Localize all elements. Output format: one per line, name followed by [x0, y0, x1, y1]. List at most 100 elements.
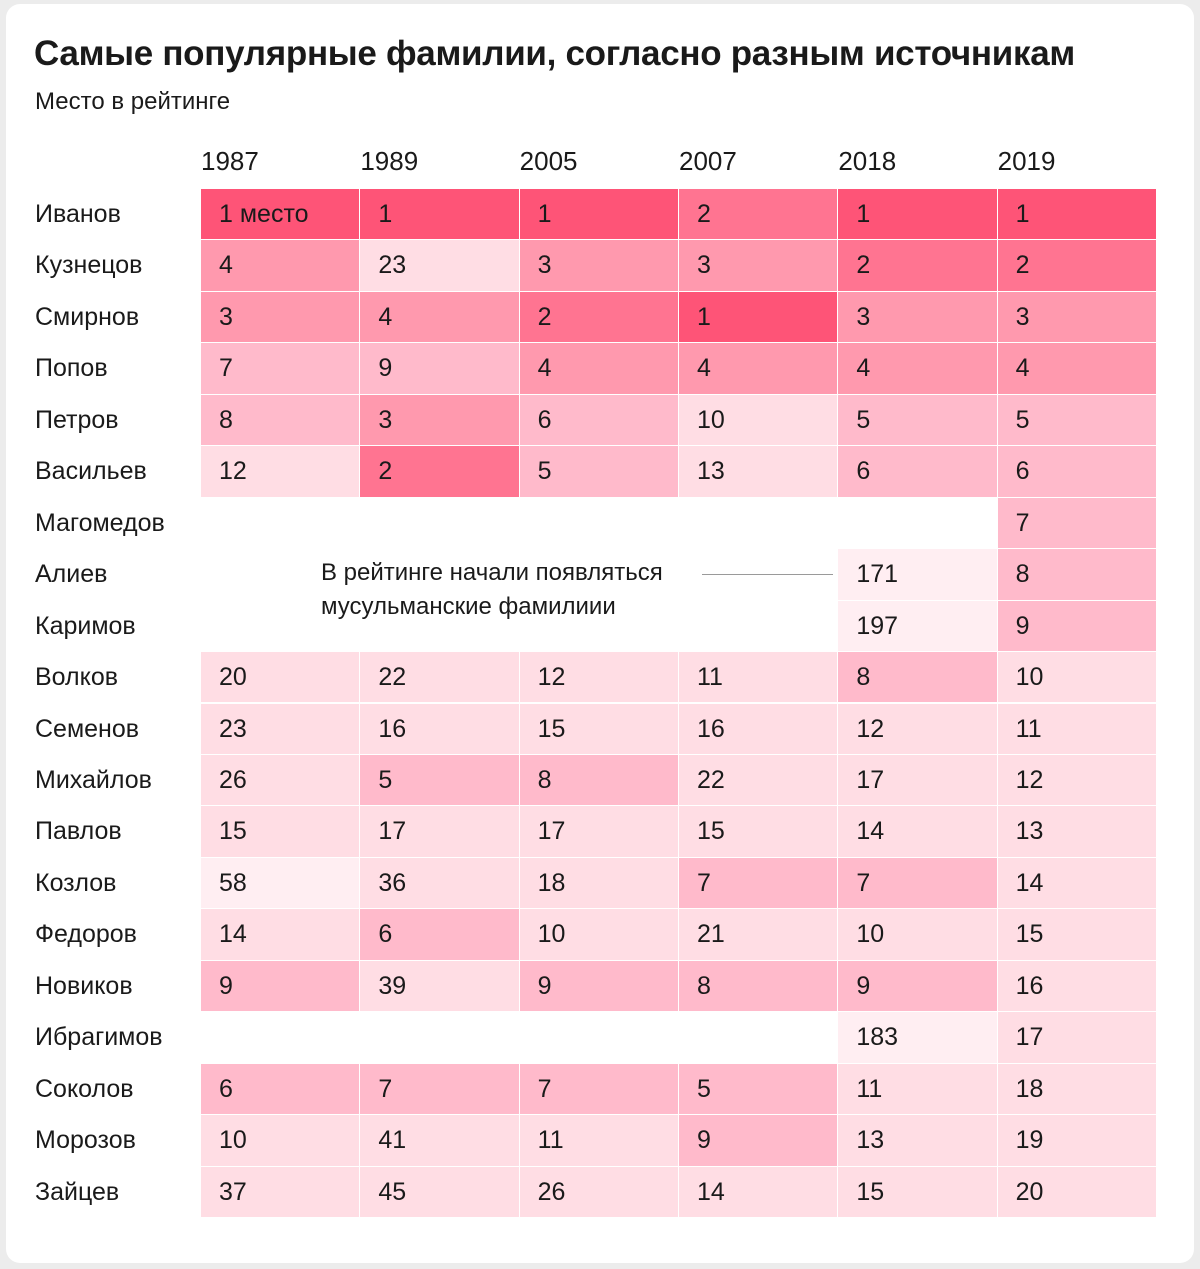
heatmap-cell: 22: [360, 652, 519, 703]
heatmap-cell: 5: [678, 1063, 838, 1115]
annotation-leader-line: [702, 574, 833, 575]
heatmap-cell: 17: [519, 806, 678, 857]
heatmap-cell: 12: [519, 652, 678, 703]
heatmap-cell: 15: [201, 806, 360, 857]
heatmap-cell: 12: [201, 446, 360, 497]
annotation-text: В рейтинге начали появляться мусульманск…: [321, 556, 663, 624]
heatmap-cell: 4: [678, 343, 838, 394]
row-label: Михайлов: [35, 765, 152, 794]
heatmap-cell: 5: [838, 394, 997, 446]
heatmap-cell: 14: [201, 909, 360, 960]
heatmap-cell: 14: [678, 1166, 838, 1217]
heatmap-cell: 18: [997, 1063, 1156, 1115]
heatmap-cell: 3: [678, 240, 838, 291]
row-label: Волков: [35, 663, 119, 692]
heatmap-cell: 1: [678, 291, 838, 343]
heatmap-cell: 9: [360, 343, 519, 394]
heatmap-cell: 7: [201, 343, 360, 394]
heatmap-cell: 11: [997, 703, 1156, 754]
heatmap-cell: 22: [678, 754, 838, 806]
heatmap-cell: 11: [678, 652, 838, 703]
heatmap-cell: 58: [201, 857, 360, 909]
row-label: Попов: [35, 354, 108, 383]
heatmap-cell: 9: [997, 600, 1156, 652]
heatmap-cell: 39: [360, 960, 519, 1012]
row-label: Смирнов: [35, 302, 140, 331]
heatmap-cell: 26: [519, 1166, 678, 1217]
heatmap-cell: 15: [678, 806, 838, 857]
row-label: Магомедов: [35, 508, 165, 537]
heatmap-cell: 10: [678, 394, 838, 446]
row-label: Павлов: [35, 817, 122, 846]
heatmap-cell: 3: [997, 291, 1156, 343]
heatmap-cell: 5: [360, 754, 519, 806]
heatmap-cell: 45: [360, 1166, 519, 1217]
heatmap-cell: 171: [838, 549, 997, 600]
heatmap-cell: 23: [201, 703, 360, 754]
chart-subtitle: Место в рейтинге: [35, 88, 231, 115]
heatmap-cell: 15: [838, 1166, 997, 1217]
heatmap-cell: 10: [997, 652, 1156, 703]
heatmap-cell: 4: [360, 291, 519, 343]
heatmap-cell: 41: [360, 1115, 519, 1166]
heatmap-cell: 10: [519, 909, 678, 960]
row-label: Новиков: [35, 971, 133, 1000]
heatmap-cell: 9: [678, 1115, 838, 1166]
heatmap-cell: 13: [838, 1115, 997, 1166]
heatmap-cell: 16: [360, 703, 519, 754]
heatmap-cell: 2: [997, 240, 1156, 291]
row-label: Федоров: [35, 920, 137, 949]
row-label: Морозов: [35, 1126, 136, 1155]
heatmap-cell: 7: [838, 857, 997, 909]
heatmap-cell: 5: [997, 394, 1156, 446]
heatmap-cell: 20: [997, 1166, 1156, 1217]
heatmap-cell: 1: [360, 189, 519, 240]
row-label: Иванов: [35, 200, 121, 228]
heatmap-cell: 2: [360, 446, 519, 497]
heatmap-cell: 13: [997, 806, 1156, 857]
heatmap-cell: 8: [678, 960, 838, 1012]
heatmap-cell: 37: [201, 1166, 360, 1217]
heatmap-cell: 7: [519, 1063, 678, 1115]
heatmap-cell: 1: [838, 189, 997, 240]
row-label: Каримов: [35, 611, 136, 640]
row-label: Семенов: [35, 714, 140, 743]
heatmap-cell: 7: [360, 1063, 519, 1115]
heatmap-cell: 9: [201, 960, 360, 1012]
heatmap-cell: 2: [678, 189, 838, 240]
heatmap-cell: 197: [838, 600, 997, 652]
heatmap-cell: 1: [519, 189, 678, 240]
row-label: Петров: [35, 405, 119, 434]
heatmap-cell: 7: [997, 497, 1156, 549]
heatmap-cell: 8: [838, 652, 997, 703]
column-header-1987: 1987: [201, 146, 259, 176]
heatmap-cell: 6: [201, 1063, 360, 1115]
heatmap-cell: 15: [997, 909, 1156, 960]
heatmap-cell: 16: [997, 960, 1156, 1012]
row-label: Ибрагимов: [35, 1023, 163, 1052]
heatmap-cell: 4: [997, 343, 1156, 394]
heatmap-cell: 16: [678, 703, 838, 754]
heatmap-cell: 6: [360, 909, 519, 960]
row-label: Зайцев: [35, 1177, 120, 1206]
column-header-1989: 1989: [360, 146, 419, 176]
heatmap-cell: 12: [997, 754, 1156, 806]
heatmap-cell: 2: [519, 291, 678, 343]
row-label: Кузнецов: [35, 251, 143, 280]
heatmap-cell: 14: [838, 806, 997, 857]
annotation-line-1: В рейтинге начали появляться: [321, 559, 663, 586]
heatmap-cell: 1: [997, 189, 1156, 240]
heatmap-cell: 13: [678, 446, 838, 497]
heatmap-cell: 19: [997, 1115, 1156, 1166]
heatmap-cell: 14: [997, 857, 1156, 909]
heatmap-cell: 17: [360, 806, 519, 857]
heatmap-cell: 2: [838, 240, 997, 291]
heatmap-cell: 3: [519, 240, 678, 291]
heatmap-cell: 9: [838, 960, 997, 1012]
heatmap-cell: 18: [519, 857, 678, 909]
heatmap-cell: 3: [360, 394, 519, 446]
heatmap-cell: 17: [838, 754, 997, 806]
row-label: Алиев: [35, 560, 108, 589]
heatmap-cell: 9: [519, 960, 678, 1012]
heatmap-cell: 6: [838, 446, 997, 497]
